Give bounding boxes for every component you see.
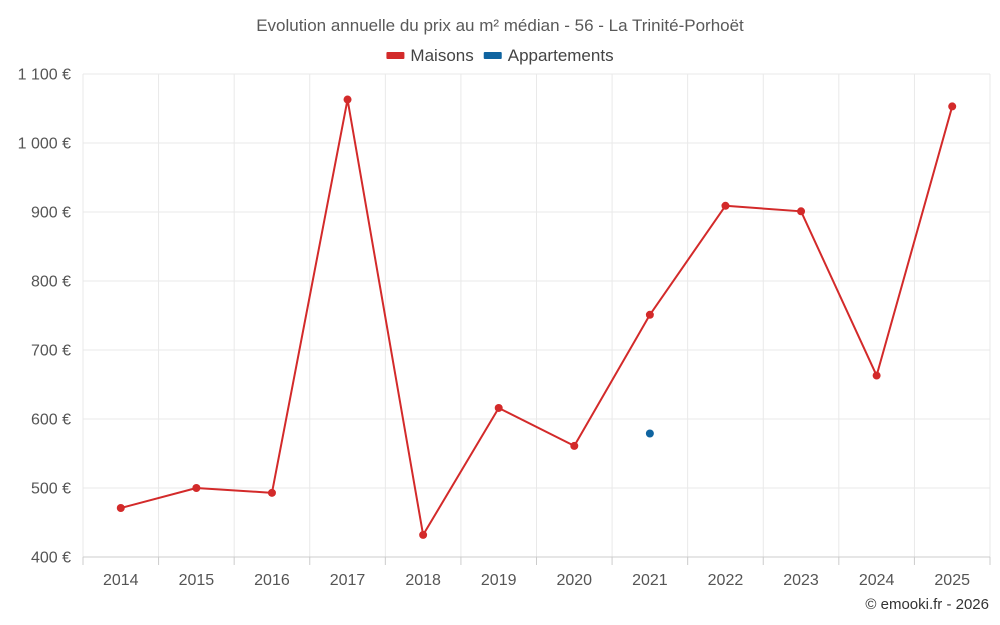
x-tick-label: 2018 [405,572,441,589]
y-tick-label: 1 000 € [18,136,71,153]
data-point-maisons[interactable] [872,371,881,380]
chart-title: Evolution annuelle du prix au m² médian … [256,16,744,35]
x-tick-label: 2019 [481,572,517,589]
y-tick-label: 900 € [31,205,71,222]
data-point-maisons[interactable] [116,504,125,513]
x-tick-label: 2017 [330,572,366,589]
x-tick-label: 2023 [783,572,819,589]
y-tick-label: 400 € [31,550,71,567]
y-tick-label: 600 € [31,412,71,429]
x-axis: 2014 2015 2016 2017 2018 2019 2020 2021 2022 2023… [82,556,991,589]
data-point-maisons[interactable] [494,403,503,412]
x-tick-label: 2014 [103,572,139,589]
x-tick-label: 2022 [708,572,744,589]
y-axis: 400 € 500 € 600 € 700 € 800 € 900 € 1 000 € 1 1… [18,67,71,567]
data-point-maisons[interactable] [645,310,654,319]
legend-swatch [483,52,502,59]
data-point-maisons[interactable] [192,484,201,492]
series-line-maisons [120,98,954,536]
legend-label: Appartements [508,46,614,65]
grid [82,73,991,557]
x-tick-label: 2024 [859,572,895,589]
y-tick-label: 500 € [31,481,71,498]
data-point-maisons[interactable] [419,530,428,539]
legend-label: Maisons [410,46,473,65]
x-tick-label: 2016 [254,572,290,589]
data-point-appartements[interactable] [645,429,654,438]
y-tick-label: 700 € [31,343,71,360]
y-tick-label: 1 100 € [18,67,71,84]
data-point-maisons[interactable] [721,201,730,210]
legend-item-appartements[interactable]: Appartements [483,46,614,65]
x-tick-label: 2015 [179,572,215,589]
legend-item-maisons[interactable]: Maisons [386,46,474,65]
y-tick-label: 800 € [31,274,71,291]
data-point-maisons[interactable] [267,488,276,497]
x-tick-label: 2025 [934,572,970,589]
data-point-maisons[interactable] [343,95,352,104]
data-point-maisons[interactable] [797,207,806,216]
legend[interactable]: Maisons Appartements [386,46,614,65]
x-tick-label: 2021 [632,572,668,589]
legend-swatch [386,52,405,59]
x-tick-label: 2020 [556,572,592,589]
data-point-maisons[interactable] [948,102,957,111]
data-point-maisons[interactable] [570,441,579,450]
credit-text: © emooki.fr - 2026 [865,596,989,613]
series [116,95,957,539]
